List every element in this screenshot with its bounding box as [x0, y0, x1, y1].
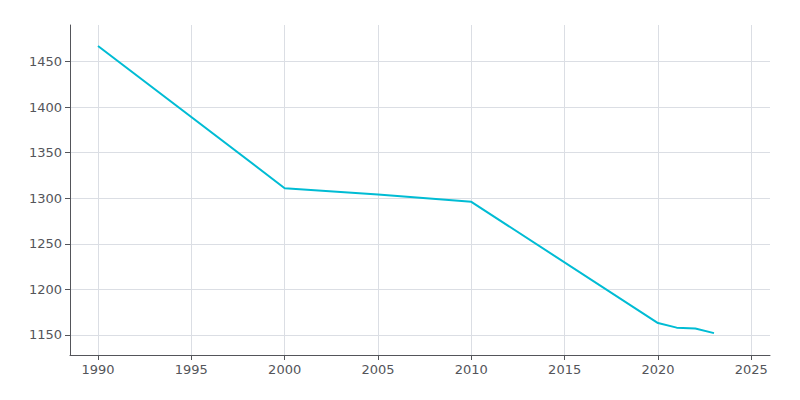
svg-text:2020: 2020	[641, 362, 674, 377]
svg-text:1150: 1150	[29, 327, 62, 342]
svg-text:1450: 1450	[29, 54, 62, 69]
svg-text:1200: 1200	[29, 282, 62, 297]
svg-text:1300: 1300	[29, 191, 62, 206]
svg-text:2000: 2000	[268, 362, 301, 377]
svg-text:2015: 2015	[548, 362, 581, 377]
svg-text:1250: 1250	[29, 236, 62, 251]
svg-text:1350: 1350	[29, 145, 62, 160]
svg-text:2010: 2010	[455, 362, 488, 377]
svg-text:1990: 1990	[81, 362, 114, 377]
svg-text:1995: 1995	[175, 362, 208, 377]
svg-text:2005: 2005	[361, 362, 394, 377]
svg-text:1400: 1400	[29, 100, 62, 115]
svg-text:2025: 2025	[735, 362, 768, 377]
